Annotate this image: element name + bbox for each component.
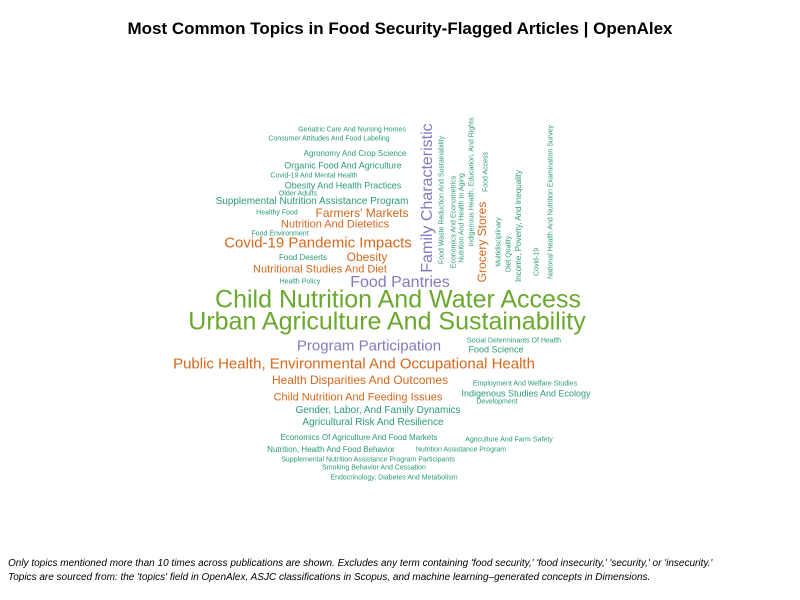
word-cloud-term: Healthy Food: [256, 209, 298, 217]
word-cloud-term: Endocrinology, Diabetes And Metabolism: [330, 474, 458, 482]
word-cloud-term: Grocery Stores: [475, 201, 489, 283]
word-cloud-term: Health Disparities And Outcomes: [271, 373, 449, 387]
word-cloud-term: Multidisciplinary: [495, 217, 503, 267]
word-cloud-term: Food Waste Reduction And Sustainability: [438, 135, 446, 265]
word-cloud-term: Organic Food And Agriculture: [284, 160, 402, 171]
word-cloud-term: Economics And Econometrics: [450, 175, 458, 269]
word-cloud-term: Urban Agriculture And Sustainability: [188, 307, 586, 336]
word-cloud-term: Social Determinants Of Health: [466, 337, 562, 345]
word-cloud-term: Nutrition And Dietetics: [280, 218, 390, 231]
word-cloud-term: Indigenous Studies And Ecology: [461, 388, 591, 399]
word-cloud-term: Food Access: [482, 151, 490, 193]
word-cloud-term: Development: [476, 398, 518, 406]
word-cloud-term: Covid-19: [533, 247, 541, 277]
chart-title: Most Common Topics in Food Security-Flag…: [127, 19, 673, 38]
word-cloud-term: Employment And Welfare Studies: [472, 380, 578, 388]
word-cloud-term: Health Policy: [279, 278, 321, 286]
word-cloud-term: Covid-19 Pandemic Impacts: [224, 234, 412, 252]
word-cloud-term: Farmers' Markets: [315, 206, 409, 220]
word-cloud-term: National Health And Nutrition Examinatio…: [547, 124, 555, 280]
word-cloud-term: Nutrition Assistance Program: [415, 446, 507, 454]
word-cloud-term: Supplemental Nutrition Assistance Progra…: [215, 196, 409, 207]
word-cloud-term: Nutritional Studies And Diet: [253, 263, 387, 276]
word-cloud-term: Nutrition, Health And Food Behavior: [267, 445, 395, 454]
footnote-filter-note: Only topics mentioned more than 10 times…: [8, 558, 713, 569]
word-cloud-term: Obesity: [346, 250, 388, 264]
word-cloud-term: Food Science: [468, 344, 524, 355]
word-cloud-term: Nutrition And Health In Aging: [458, 173, 466, 263]
word-cloud-term: Diet Quality: [505, 235, 513, 273]
word-cloud-term: Obesity And Health Practices: [284, 180, 402, 191]
word-cloud-term: Income, Poverty, And Inequality: [514, 170, 523, 282]
word-cloud-term: Food Environment: [251, 230, 309, 238]
word-cloud-term: Food Deserts: [278, 253, 328, 262]
word-cloud-term: Economics Of Agriculture And Food Market…: [280, 433, 438, 442]
word-cloud-term: Agronomy And Crop Science: [303, 149, 407, 158]
word-cloud-term: Older Adults: [278, 190, 318, 198]
word-cloud-term: Public Health, Environmental And Occupat…: [173, 355, 535, 373]
word-cloud-term: Child Nutrition And Feeding Issues: [273, 391, 443, 404]
word-cloud-term: Gender, Labor, And Family Dynamics: [295, 405, 461, 416]
word-cloud-term: Covid-19 And Mental Health: [270, 172, 358, 180]
word-cloud-term: Indigenous Health, Education, And Rights: [468, 117, 476, 247]
word-cloud-term: Supplemental Nutrition Assistance Progra…: [281, 456, 455, 464]
word-cloud-term: Program Participation: [296, 337, 442, 355]
word-cloud-term: Family Characteristic: [419, 123, 436, 273]
word-cloud-term: Geriatric Care And Nursing Homes: [298, 126, 406, 134]
word-cloud-term: Food Pantries: [350, 274, 450, 291]
word-cloud-term: Child Nutrition And Water Access: [215, 285, 581, 314]
word-cloud-term: Smoking Behavior And Cessation: [322, 464, 426, 472]
word-cloud-term: Agricultural Risk And Resilience: [302, 417, 444, 428]
word-cloud-term: Consumer Attitudes And Food Labeling: [268, 135, 390, 143]
footnote-source-note: Topics are sourced from: the 'topics' fi…: [8, 572, 651, 583]
word-cloud-term: Agriculture And Farm Safety: [465, 436, 553, 444]
